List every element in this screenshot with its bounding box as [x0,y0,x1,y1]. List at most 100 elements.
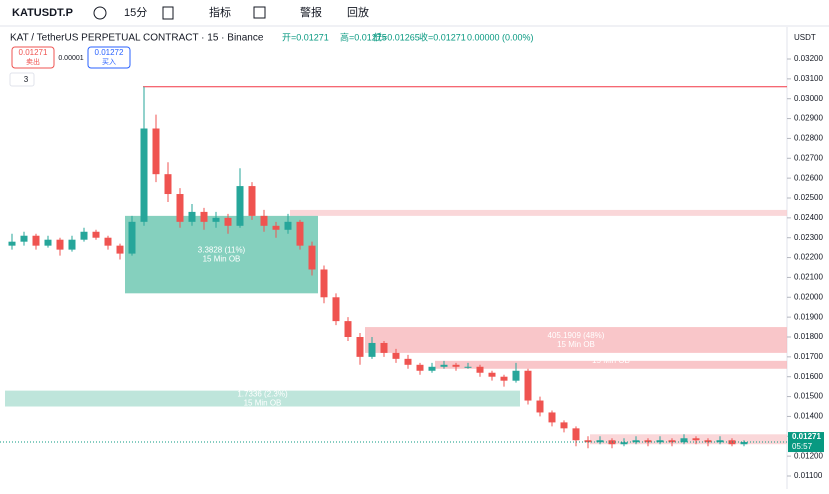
candle-body [740,442,748,445]
candle-body [572,428,580,441]
order-block [590,434,787,445]
candle-body [80,231,88,240]
candle-body [644,440,652,443]
y-tick-label: 0.01600 [794,372,823,381]
candle-body [680,438,688,443]
alerts[interactable]: 警报 [300,5,322,19]
symbol[interactable]: KATUSDT.P [12,7,73,19]
candle-body [20,235,28,242]
chart-type-icon[interactable] [162,6,174,20]
order-block-label: 15 Min OB [244,399,282,408]
candle-body [212,217,220,222]
y-tick-label: 0.01100 [794,471,823,480]
y-tick-label: 0.02600 [794,173,823,182]
candle-body [140,128,148,222]
candle-body [332,297,340,322]
order-block [365,327,787,353]
candle-body [32,235,40,246]
order-block-label: 3.3828 (11%) [198,246,246,255]
countdown: 05:57 [792,442,813,451]
candle-body [296,221,304,246]
y-tick-label: 0.02400 [794,213,823,222]
candle-body [92,231,100,238]
candle-body [392,352,400,359]
replay[interactable]: 回放 [347,5,369,19]
y-tick-label: 0.02000 [794,292,823,301]
y-tick-label: 0.02800 [794,134,823,143]
candle-body [704,440,712,443]
candle-body [224,217,232,226]
buy-button[interactable] [87,46,131,69]
candle-body [116,245,124,254]
candle-body [260,215,268,226]
candle-body [356,337,364,357]
candle-body [428,366,436,371]
order-block [5,390,520,407]
order-block-label: 405.1909 (48%) [548,331,605,340]
toolbar [0,0,829,26]
candle-body [620,442,628,445]
candle-body [716,440,724,443]
order-block-label: 15 Min OB [592,356,630,365]
y-tick-label: 0.02200 [794,253,823,262]
low: 低=0.01265 [373,31,420,42]
close: 收=0.01271 [419,31,466,42]
candle-body [668,440,676,443]
sell-label[interactable]: 卖出 [26,57,40,66]
indicator-count[interactable]: 3 [24,75,29,84]
currency: USDT [794,33,816,42]
candle-body [236,186,244,226]
add-symbol-icon[interactable] [93,6,107,20]
candle-body [404,358,412,365]
sell-button[interactable] [11,46,55,69]
open: 开=0.01271 [282,32,329,42]
symbol-title: KAT / TetherUS PERPETUAL CONTRACT · 15 ·… [10,33,264,44]
candle-body [284,221,292,230]
candle-body [188,211,196,222]
interval[interactable]: 15分 [124,6,147,19]
candle-body [692,438,700,441]
candle-body [440,364,448,367]
high: 高=0.01275 [340,31,387,42]
candle-body [536,400,544,413]
candle-body [368,342,376,357]
candle-body [596,440,604,443]
sell-price[interactable]: 0.01271 [19,48,48,57]
last-price: 0.01271 [792,432,821,441]
candle-body [512,370,520,381]
candle-body [128,221,136,254]
candle-body [524,370,532,401]
y-tick-label: 0.02700 [794,153,823,162]
candle-body [272,225,280,230]
candle-body [200,211,208,222]
candle-body [632,440,640,443]
y-tick-label: 0.01500 [794,392,823,401]
y-tick-label: 0.01200 [794,451,823,460]
y-tick-label: 0.02100 [794,273,823,282]
buy-price[interactable]: 0.01272 [95,48,124,57]
y-tick-label: 0.03200 [794,54,823,63]
y-tick-label: 0.01700 [794,352,823,361]
candle-body [56,239,64,250]
indicator-toggle[interactable] [9,72,35,87]
candle-body [380,342,388,353]
indicators[interactable]: 指标 [209,5,231,19]
candle-body [476,366,484,373]
candle-body [584,440,592,443]
order-block-label: 1.7336 (2.3%) [237,390,288,399]
y-tick-label: 0.01400 [794,412,823,421]
buy-label[interactable]: 买入 [102,58,116,66]
candle-body [320,269,328,298]
layout-icon[interactable] [253,6,266,19]
candle-body [416,364,424,371]
candle-body [104,237,112,246]
candle-body [656,440,664,443]
order-block [435,360,787,369]
candle-body [164,174,172,195]
candle-body [548,412,556,423]
change: 0.00000 (0.00%) [467,32,534,42]
y-tick-label: 0.03000 [794,94,823,103]
y-tick-label: 0.03100 [794,74,823,83]
order-block-label: 15 Min OB [557,340,595,349]
